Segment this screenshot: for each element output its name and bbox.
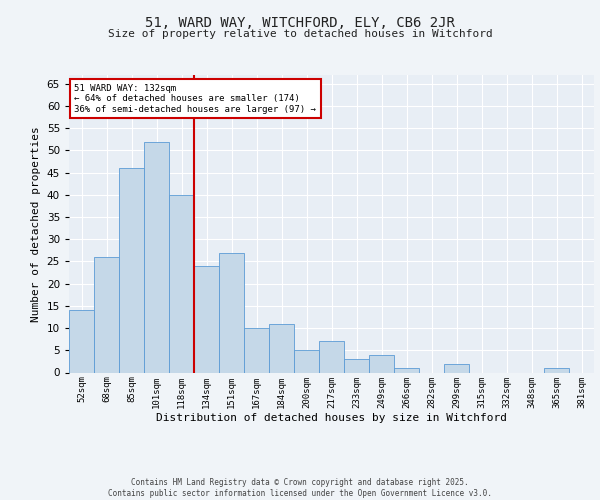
Bar [544, 368, 569, 372]
Bar [94, 257, 119, 372]
Bar [394, 368, 419, 372]
Bar [219, 252, 244, 372]
Bar [369, 354, 394, 372]
Y-axis label: Number of detached properties: Number of detached properties [31, 126, 41, 322]
Bar [319, 342, 344, 372]
Bar [119, 168, 144, 372]
Text: 51, WARD WAY, WITCHFORD, ELY, CB6 2JR: 51, WARD WAY, WITCHFORD, ELY, CB6 2JR [145, 16, 455, 30]
Bar [269, 324, 294, 372]
Bar [344, 359, 369, 372]
Bar [144, 142, 169, 372]
Bar [244, 328, 269, 372]
Bar [194, 266, 219, 372]
Bar [294, 350, 319, 372]
Text: Contains HM Land Registry data © Crown copyright and database right 2025.
Contai: Contains HM Land Registry data © Crown c… [108, 478, 492, 498]
X-axis label: Distribution of detached houses by size in Witchford: Distribution of detached houses by size … [156, 413, 507, 423]
Text: 51 WARD WAY: 132sqm
← 64% of detached houses are smaller (174)
36% of semi-detac: 51 WARD WAY: 132sqm ← 64% of detached ho… [74, 84, 316, 114]
Bar [69, 310, 94, 372]
Text: Size of property relative to detached houses in Witchford: Size of property relative to detached ho… [107, 29, 493, 39]
Bar [444, 364, 469, 372]
Bar [169, 195, 194, 372]
